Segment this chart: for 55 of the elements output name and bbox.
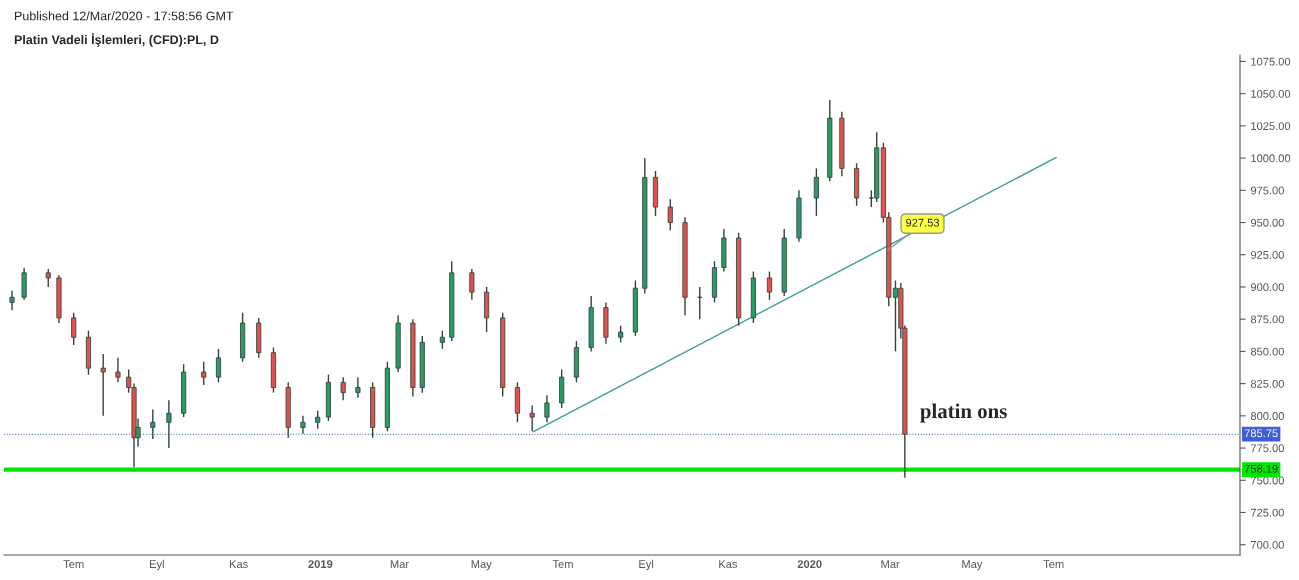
annotation: platin ons	[920, 403, 1007, 423]
y-tick-label: 875.00	[1250, 315, 1284, 324]
y-tick-label: 900.00	[1250, 283, 1284, 292]
candlestick	[100, 353, 106, 417]
x-tick-label: May	[962, 560, 983, 571]
x-tick-label: Kas	[229, 560, 248, 569]
candlestick	[115, 357, 121, 384]
x-tick-label: 2019	[308, 560, 333, 569]
candlestick	[529, 404, 535, 432]
candlestick	[766, 270, 773, 301]
candlestick	[166, 399, 172, 449]
x-tick-label: Mar	[390, 560, 409, 569]
x-tick-label: Tem	[552, 560, 573, 569]
y-tick-label: 975.00	[1250, 186, 1284, 195]
y-tick-label: 950.00	[1250, 218, 1284, 227]
y-tick-label: 1075.00	[1251, 57, 1291, 66]
x-tick-label: Tem	[1043, 560, 1064, 569]
ref-line-label: 758.19	[1244, 464, 1278, 473]
y-tick-label: 825.00	[1250, 379, 1284, 388]
candlestick	[150, 408, 156, 440]
candlestick	[439, 330, 445, 350]
y-tick-label: 1050.00	[1251, 89, 1291, 98]
y-tick-label: 700.00	[1250, 540, 1284, 549]
x-tick-label: 2020	[797, 560, 822, 569]
y-tick-label: 1000.00	[1251, 154, 1291, 163]
chart-subtitle: Published 12/Mar/2020 - 17:58:56 GMT	[15, 11, 234, 21]
candlestick	[201, 361, 207, 386]
candlestick	[215, 348, 222, 384]
x-tick-label: Tem	[63, 560, 84, 569]
x-tick-label: Eyl	[639, 559, 654, 571]
x-tick-label: May	[471, 560, 492, 571]
y-tick-label: 925.00	[1250, 251, 1284, 259]
y-tick-label: 775.00	[1250, 444, 1284, 453]
annotation: 927.53	[906, 218, 940, 227]
candlestick	[45, 268, 51, 288]
y-tick-label: 725.00	[1250, 508, 1284, 517]
candlestick	[340, 376, 346, 402]
candlestick	[667, 198, 673, 231]
candlestick	[469, 268, 475, 301]
candlestick	[71, 312, 77, 346]
candlestick	[355, 376, 361, 399]
candlestick	[544, 394, 550, 423]
y-tick-label: 800.00	[1250, 412, 1284, 420]
candlestick	[9, 290, 15, 311]
y-tick-label: 1025.00	[1251, 122, 1291, 131]
chart-title: Platin Vadeli İşlemleri, (CFD):PL, D	[14, 33, 219, 47]
candlestick	[300, 415, 306, 435]
y-tick-label: 850.00	[1250, 347, 1284, 356]
candlestick	[813, 167, 819, 217]
x-tick-label: Mar	[881, 560, 900, 569]
x-tick-label: Eyl	[150, 559, 164, 571]
x-tick-label: Kas	[719, 560, 738, 569]
candlestick	[315, 409, 321, 430]
y-tick-label: 750.00	[1250, 476, 1284, 485]
ref-line-label: 785.75	[1244, 429, 1278, 438]
